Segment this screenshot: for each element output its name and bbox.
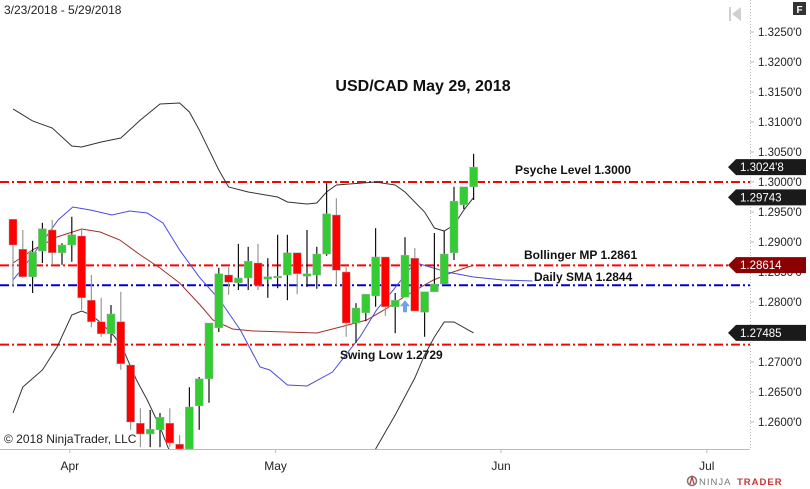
candle-down	[8, 218, 18, 246]
x-axis: Apr May Jun Jul	[60, 449, 714, 473]
price-marker	[728, 159, 806, 176]
candle-up	[449, 200, 459, 254]
candle-up	[204, 322, 214, 380]
svg-text:NINJA: NINJA	[699, 477, 731, 488]
candle-down	[253, 262, 263, 286]
candle-up	[430, 283, 439, 293]
price-marker	[728, 189, 806, 206]
price-marker	[728, 324, 806, 341]
candle-down	[381, 256, 390, 308]
level-label: Psyche Level 1.3000	[515, 163, 631, 177]
plot-area	[0, 102, 750, 449]
candle-up	[351, 307, 361, 324]
upper-bollinger-band	[12, 102, 474, 232]
y-tick-label: 1.3000'0	[758, 177, 802, 189]
svg-text:F: F	[796, 5, 802, 16]
candle-down	[116, 321, 126, 365]
x-tick-label: Apr	[60, 459, 79, 473]
candle-up	[273, 275, 282, 278]
candle-up	[439, 253, 449, 285]
price-marker	[728, 257, 806, 274]
candle-up	[214, 273, 224, 329]
candle-down	[87, 299, 96, 323]
price-marker-label: 1.27485	[740, 328, 782, 340]
lower-bollinger-band	[12, 310, 474, 449]
level-label: Swing Low 1.2729	[340, 348, 443, 362]
price-marker-label: 1.28614	[740, 260, 782, 272]
chart-title: USD/CAD May 29, 2018	[335, 78, 510, 95]
svg-text:TRADER: TRADER	[737, 477, 783, 488]
candle-down	[77, 235, 86, 299]
candle-down	[136, 422, 145, 435]
x-tick-label: Jun	[491, 459, 510, 473]
y-tick-label: 1.2900'0	[758, 237, 802, 249]
y-tick-label: 1.3250'0	[758, 27, 802, 39]
y-tick-label: 1.2700'0	[758, 357, 802, 369]
candle-up	[361, 293, 371, 314]
candle-up	[420, 291, 429, 313]
candle-up	[302, 273, 312, 277]
candle-down	[175, 443, 184, 449]
candle-down	[224, 274, 233, 283]
candle-down	[126, 364, 135, 423]
price-markers: 1.3024'8 1.29743 1.28614 1.27485	[728, 159, 806, 341]
candle-down	[410, 257, 420, 312]
candle-up	[185, 406, 194, 449]
candle-down	[341, 271, 351, 324]
candle-up	[371, 256, 380, 297]
candle-up	[312, 253, 322, 276]
x-tick-label: Jul	[699, 459, 714, 473]
level-labels: Psyche Level 1.3000 Bollinger MP 1.2861 Da…	[340, 163, 637, 362]
candle-up	[390, 299, 400, 308]
candle-down	[18, 248, 28, 278]
y-tick-label: 1.2650'0	[758, 387, 802, 399]
date-range: 3/23/2018 - 5/29/2018	[4, 3, 122, 17]
y-tick-label: 1.3100'0	[758, 117, 802, 129]
candle-up	[28, 251, 37, 278]
scroll-to-start-icon[interactable]	[729, 7, 741, 21]
level-label: Daily SMA 1.2844	[534, 270, 633, 284]
candle-up	[38, 228, 47, 252]
x-tick-label: May	[264, 459, 287, 473]
y-tick-label: 1.3150'0	[758, 87, 802, 99]
y-axis: 1.3250'0 1.3200'0 1.3150'0 1.3100'0 1.3050'0…	[750, 27, 802, 429]
y-tick-label: 1.3200'0	[758, 57, 802, 69]
candle-up	[322, 213, 331, 255]
candle-down	[47, 229, 57, 254]
candle-up	[283, 252, 292, 276]
candle-up	[400, 254, 410, 298]
candle-up	[243, 260, 253, 279]
candle-down	[292, 252, 302, 275]
candle-down	[332, 214, 341, 271]
candle-up	[155, 416, 165, 431]
candle-up	[459, 186, 469, 206]
y-tick-label: 1.2600'0	[758, 417, 802, 429]
middle-bollinger-band	[12, 228, 474, 334]
candle-up	[57, 244, 67, 254]
candle-up	[469, 166, 478, 188]
y-tick-label: 1.3050'0	[758, 147, 802, 159]
candle-up	[145, 428, 155, 435]
candle-up	[106, 313, 116, 335]
candle-down	[165, 422, 175, 444]
candle-up	[234, 277, 243, 284]
ninjatrader-logo: NINJA TRADER	[686, 474, 783, 488]
buy-arrow-icon	[400, 300, 410, 313]
price-marker-label: 1.29743	[740, 192, 782, 204]
level-label: Bollinger MP 1.2861	[524, 248, 637, 262]
candle-up	[67, 234, 77, 246]
price-marker-label: 1.3024'8	[740, 162, 784, 174]
candle-up	[194, 378, 204, 407]
candle-up	[263, 276, 273, 280]
copyright: © 2018 NinjaTrader, LLC	[4, 432, 137, 446]
candle-down	[96, 321, 106, 335]
f-button[interactable]: F	[793, 2, 806, 16]
candles	[8, 153, 478, 449]
y-tick-label: 1.2800'0	[758, 297, 802, 309]
y-tick-label: 1.2950'0	[758, 207, 802, 219]
